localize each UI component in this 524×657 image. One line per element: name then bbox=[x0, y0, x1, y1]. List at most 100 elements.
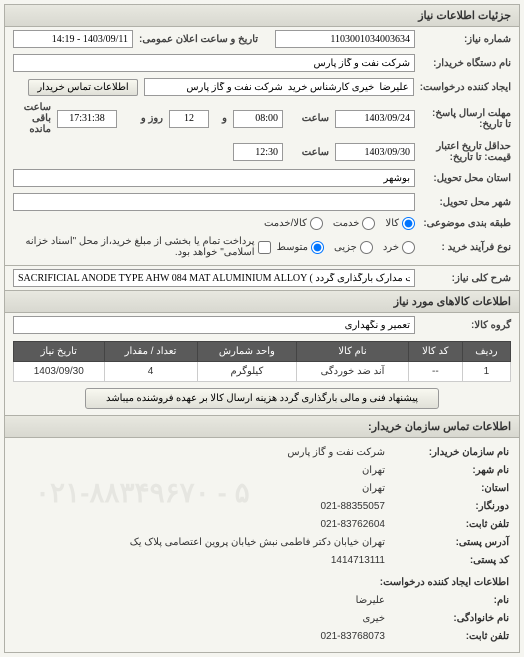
radio-kala[interactable]: کالا bbox=[385, 217, 415, 230]
family-label: نام خانوادگی: bbox=[389, 610, 509, 628]
buy-type-label: نوع فرآیند خرید : bbox=[421, 242, 511, 253]
table-cell: 1403/09/30 bbox=[14, 362, 105, 382]
announce-label: تاریخ و ساعت اعلان عمومی: bbox=[139, 34, 258, 45]
rooz-label: روز و bbox=[123, 113, 163, 124]
contact-city-value: تهران bbox=[362, 462, 385, 480]
device-name-label: نام دستگاه خریدار: bbox=[421, 58, 511, 69]
requester-section: اطلاعات ایجاد کننده درخواست: bbox=[380, 574, 509, 592]
radio-khedmat-input[interactable] bbox=[362, 217, 375, 230]
contact-province-label: استان: bbox=[389, 480, 509, 498]
postal-value: 1414713111 bbox=[331, 552, 385, 570]
radio-motevasset[interactable]: متوسط bbox=[277, 241, 324, 254]
desc-label: شرح کلی نیاز: bbox=[421, 273, 511, 284]
creator-label: ایجاد کننده درخواست: bbox=[420, 82, 511, 93]
province-label: استان محل تحویل: bbox=[421, 173, 511, 184]
radio-motevasset-input[interactable] bbox=[311, 241, 324, 254]
row-description: شرح کلی نیاز: bbox=[5, 266, 519, 290]
radio-khedmat[interactable]: خدمت bbox=[333, 217, 376, 230]
goods-group-input[interactable] bbox=[13, 316, 415, 334]
va-label: و bbox=[215, 113, 227, 124]
contact-section-title: اطلاعات تماس سازمان خریدار: bbox=[5, 415, 519, 438]
family-value: خیری bbox=[362, 610, 385, 628]
province-input[interactable] bbox=[13, 169, 415, 187]
contact-info-button[interactable]: اطلاعات تماس خریدار bbox=[28, 79, 137, 96]
tel-value: 021-83768073 bbox=[320, 628, 385, 646]
row-goods-group: گروه کالا: bbox=[5, 313, 519, 337]
table-header: ردیف bbox=[462, 342, 510, 362]
table-row: 1--آند ضد خوردگیکیلوگرم41403/09/30 bbox=[14, 362, 511, 382]
row-category: طبقه بندی موضوعی: کالا خدمت کالا/خدمت bbox=[5, 214, 519, 233]
name-value: علیرضا bbox=[356, 592, 385, 610]
saat-label-1: ساعت bbox=[289, 113, 329, 124]
price-validity-time-input[interactable] bbox=[233, 143, 283, 161]
goods-group-label: گروه کالا: bbox=[421, 320, 511, 331]
row-device-name: نام دستگاه خریدار: bbox=[5, 51, 519, 75]
radio-kala-input[interactable] bbox=[402, 217, 415, 230]
price-validity-label: حداقل تاریخ اعتبار قیمت: تا تاریخ: bbox=[421, 141, 511, 163]
payment-checkbox[interactable] bbox=[258, 241, 271, 254]
radio-jozei-input[interactable] bbox=[360, 241, 373, 254]
fax-value: 021-88355057 bbox=[320, 498, 385, 516]
days-input[interactable] bbox=[169, 110, 209, 128]
buy-type-radio-group: خرد جزیی متوسط bbox=[277, 241, 415, 254]
row-city: شهر محل تحویل: bbox=[5, 190, 519, 214]
city-label: شهر محل تحویل: bbox=[421, 197, 511, 208]
goods-section-title: اطلاعات کالاهای مورد نیاز bbox=[5, 290, 519, 313]
table-cell: 4 bbox=[104, 362, 197, 382]
phone-label: تلفن ثابت: bbox=[389, 516, 509, 534]
goods-table-wrap: ردیفکد کالانام کالاواحد شمارشتعداد / مقد… bbox=[5, 341, 519, 382]
table-cell: -- bbox=[408, 362, 462, 382]
postal-label: کد پستی: bbox=[389, 552, 509, 570]
row-creator: ایجاد کننده درخواست: اطلاعات تماس خریدار bbox=[5, 75, 519, 99]
category-radio-group: کالا خدمت کالا/خدمت bbox=[264, 217, 415, 230]
row-province: استان محل تحویل: bbox=[5, 166, 519, 190]
row-need-number: شماره نیاز: تاریخ و ساعت اعلان عمومی: bbox=[5, 27, 519, 51]
city-input[interactable] bbox=[13, 193, 415, 211]
contact-province-value: تهران bbox=[362, 480, 385, 498]
row-deadline: مهلت ارسال پاسخ: تا تاریخ: ساعت و روز و … bbox=[5, 99, 519, 138]
radio-kala-khedmat[interactable]: کالا/خدمت bbox=[264, 217, 323, 230]
category-label: طبقه بندی موضوعی: bbox=[421, 218, 511, 229]
creator-input[interactable] bbox=[144, 78, 414, 96]
deadline-time-input[interactable] bbox=[233, 110, 283, 128]
tel-label: تلفن ثابت: bbox=[389, 628, 509, 646]
table-cell: کیلوگرم bbox=[197, 362, 297, 382]
org-label: نام سازمان خریدار: bbox=[389, 444, 509, 462]
row-price-validity: حداقل تاریخ اعتبار قیمت: تا تاریخ: ساعت bbox=[5, 138, 519, 166]
goods-table: ردیفکد کالانام کالاواحد شمارشتعداد / مقد… bbox=[13, 341, 511, 382]
table-header: تاریخ نیاز bbox=[14, 342, 105, 362]
payment-check[interactable]: پرداخت تمام یا بخشی از مبلغ خرید،از محل … bbox=[13, 236, 271, 258]
device-name-input[interactable] bbox=[13, 54, 415, 72]
need-number-input[interactable] bbox=[275, 30, 415, 48]
row-buy-type: نوع فرآیند خرید : خرد جزیی متوسط پرداخت … bbox=[5, 233, 519, 261]
deadline-date-input[interactable] bbox=[335, 110, 415, 128]
panel-title: جزئیات اطلاعات نیاز bbox=[5, 5, 519, 27]
radio-khord-input[interactable] bbox=[402, 241, 415, 254]
radio-khord[interactable]: خرد bbox=[383, 241, 415, 254]
table-header: تعداد / مقدار bbox=[104, 342, 197, 362]
org-value: شرکت نفت و گاز پارس bbox=[287, 444, 385, 462]
fax-label: دورنگار: bbox=[389, 498, 509, 516]
contact-city-label: نام شهر: bbox=[389, 462, 509, 480]
address-label: آدرس پستی: bbox=[389, 534, 509, 552]
suggest-button[interactable]: پیشنهاد فنی و مالی بارگذاری گردد هزینه ا… bbox=[85, 388, 439, 409]
contact-block: ۰۲۱-۸۸۳۴۹۶۷۰ - ۵ نام سازمان خریدار:شرکت … bbox=[5, 438, 519, 652]
details-panel: جزئیات اطلاعات نیاز شماره نیاز: تاریخ و … bbox=[4, 4, 520, 653]
table-header: واحد شمارش bbox=[197, 342, 297, 362]
deadline-label: مهلت ارسال پاسخ: تا تاریخ: bbox=[421, 108, 511, 130]
price-validity-date-input[interactable] bbox=[335, 143, 415, 161]
table-header: کد کالا bbox=[408, 342, 462, 362]
remaining-label: ساعت باقی مانده bbox=[13, 102, 51, 135]
need-number-label: شماره نیاز: bbox=[421, 34, 511, 45]
table-cell: 1 bbox=[462, 362, 510, 382]
radio-kala-khedmat-input[interactable] bbox=[310, 217, 323, 230]
desc-input[interactable] bbox=[13, 269, 415, 287]
table-cell: آند ضد خوردگی bbox=[297, 362, 409, 382]
table-header: نام کالا bbox=[297, 342, 409, 362]
saat-label-2: ساعت bbox=[289, 147, 329, 158]
address-value: تهران خیابان دکتر فاطمی نبش خیابان پروین… bbox=[130, 534, 385, 552]
name-label: نام: bbox=[389, 592, 509, 610]
announce-input[interactable] bbox=[13, 30, 133, 48]
radio-jozei[interactable]: جزیی bbox=[334, 241, 373, 254]
remaining-time-input bbox=[57, 110, 117, 128]
